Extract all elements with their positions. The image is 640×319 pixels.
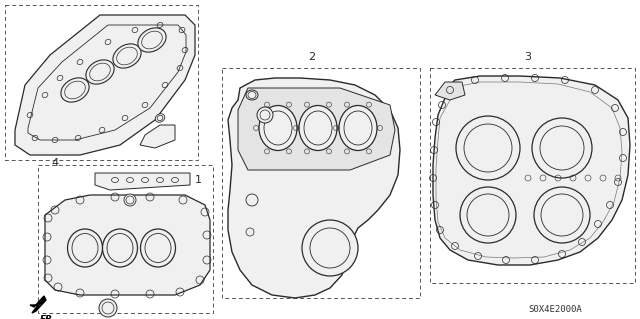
Polygon shape (15, 15, 195, 155)
Text: 3: 3 (525, 52, 531, 62)
Ellipse shape (138, 28, 166, 52)
Circle shape (302, 220, 358, 276)
Text: FR.: FR. (40, 315, 56, 319)
Bar (5, 5, 198, 160)
Circle shape (534, 187, 590, 243)
Circle shape (456, 116, 520, 180)
Text: 2: 2 (308, 52, 316, 62)
Polygon shape (140, 125, 175, 148)
Polygon shape (238, 88, 395, 170)
Ellipse shape (141, 229, 175, 267)
Polygon shape (433, 76, 630, 265)
Circle shape (532, 118, 592, 178)
Ellipse shape (339, 106, 377, 151)
Bar (430, 68, 635, 283)
Circle shape (124, 194, 136, 206)
Ellipse shape (67, 229, 102, 267)
Polygon shape (30, 296, 46, 313)
Circle shape (460, 187, 516, 243)
Circle shape (257, 107, 273, 123)
Polygon shape (95, 173, 190, 190)
Text: S0X4E2000A: S0X4E2000A (528, 306, 582, 315)
Polygon shape (435, 82, 465, 100)
Ellipse shape (86, 60, 114, 84)
Ellipse shape (102, 229, 138, 267)
Ellipse shape (246, 90, 258, 100)
Bar (38, 165, 213, 313)
Text: 4: 4 (51, 158, 59, 168)
Bar (222, 68, 420, 298)
Ellipse shape (299, 106, 337, 151)
Ellipse shape (61, 78, 89, 102)
Polygon shape (45, 195, 210, 295)
Circle shape (99, 299, 117, 317)
Ellipse shape (259, 106, 297, 151)
Ellipse shape (156, 114, 164, 122)
Polygon shape (228, 78, 400, 298)
Ellipse shape (113, 44, 141, 68)
Text: 1: 1 (195, 175, 202, 185)
